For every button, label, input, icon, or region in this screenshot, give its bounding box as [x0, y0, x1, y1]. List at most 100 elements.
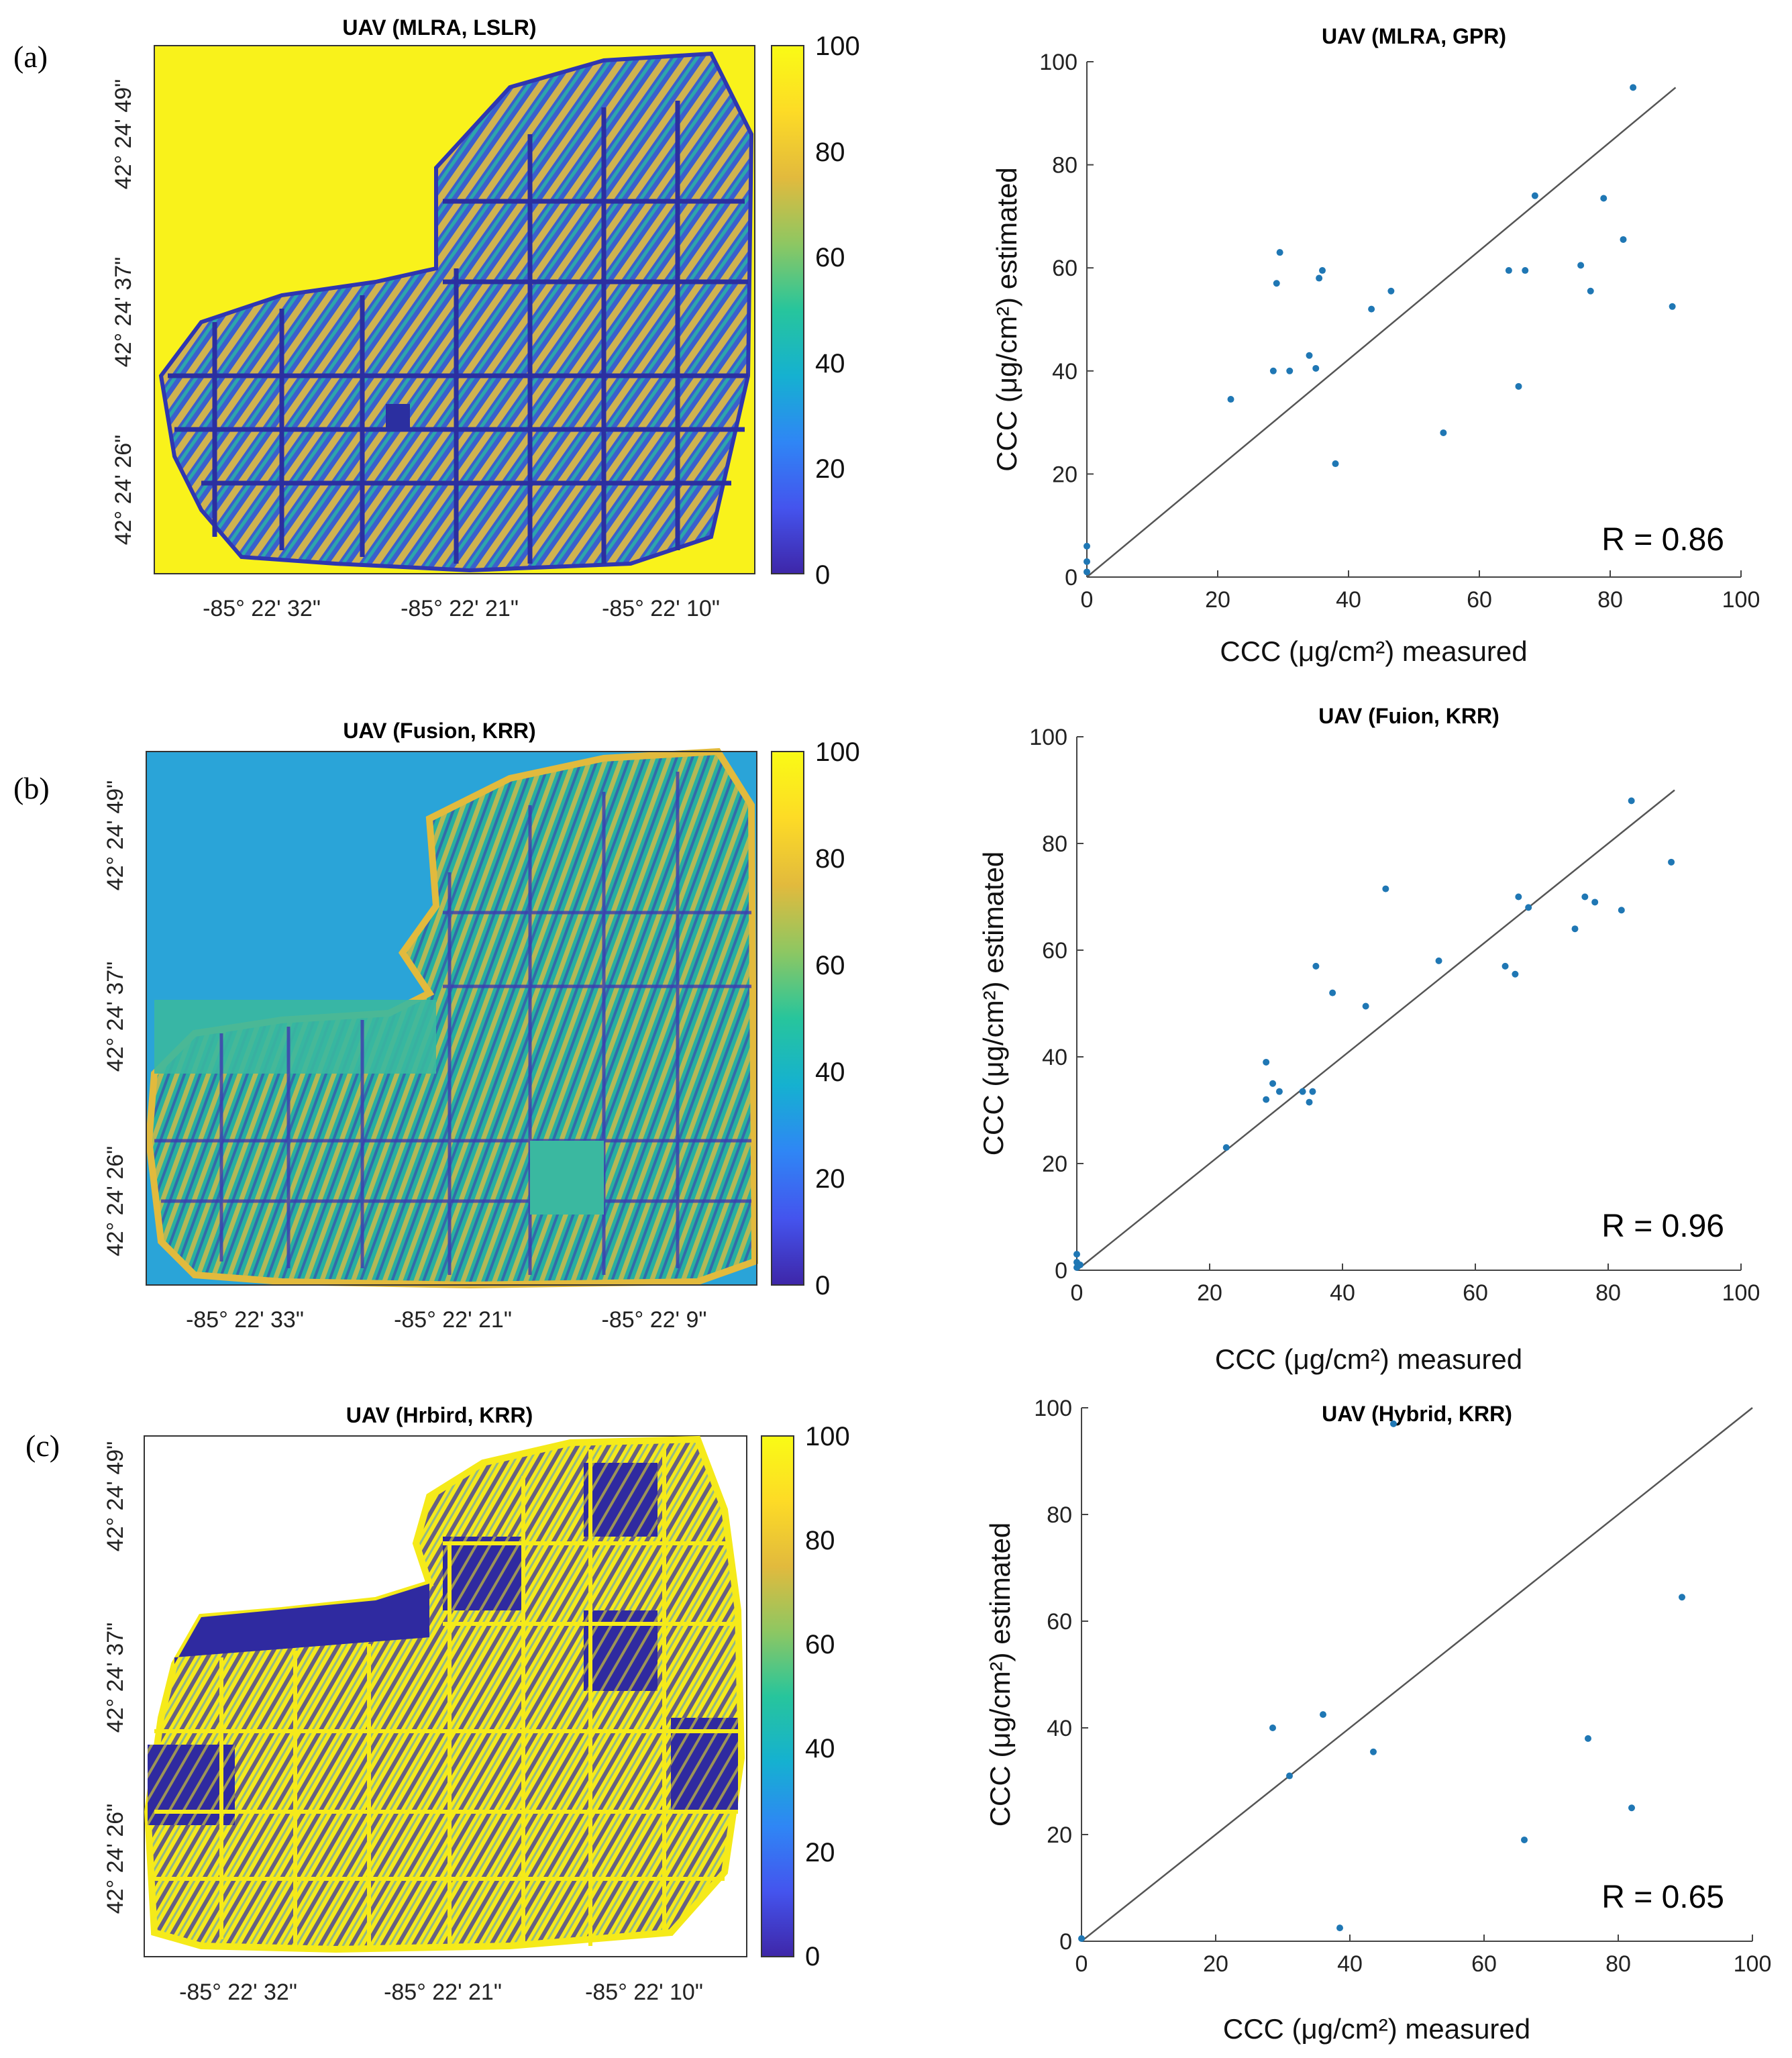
- map-title: UAV (MLRA, LSLR): [342, 15, 536, 40]
- lon-tick: -85° 22' 21": [384, 1979, 502, 2005]
- x-tick-label: 60: [1467, 587, 1492, 613]
- data-point: [1336, 1924, 1343, 1932]
- map-frame: [146, 751, 757, 1286]
- lat-tick: 42° 24' 37": [103, 962, 128, 1072]
- x-tick-label: 100: [1734, 1951, 1772, 1977]
- lon-tick: -85° 22' 10": [602, 596, 720, 621]
- x-tick-label: 80: [1605, 1951, 1631, 1977]
- y-axis-label: CCC (μg/cm²) estimated: [991, 167, 1022, 472]
- panel-label-b: (b): [13, 771, 50, 805]
- data-point: [1581, 893, 1589, 901]
- x-tick-label: 40: [1330, 1280, 1355, 1306]
- lat-tick: 42° 24' 49": [103, 780, 128, 891]
- y-tick-label: 60: [1047, 1609, 1072, 1635]
- y-tick-label: 20: [1052, 462, 1077, 487]
- data-point: [1312, 962, 1320, 970]
- colorbar-tick: 80: [815, 138, 845, 167]
- data-point: [1440, 429, 1447, 436]
- map-panel-c: (c) UAV (Hrbird, KRR) 42° 24' 49" 42° 24…: [25, 1403, 850, 2005]
- data-point: [1521, 1836, 1528, 1843]
- data-point: [1073, 1251, 1080, 1258]
- colorbar-tick: 60: [815, 951, 845, 980]
- chart-title: UAV (Hybrid, KRR): [1322, 1402, 1512, 1426]
- data-point: [1084, 568, 1090, 576]
- scatter-chart-a: UAV (MLRA, GPR) 0 20 40 60 80 100 0 20 40 60 80 100 C…: [991, 24, 1760, 667]
- x-tick-label: 20: [1197, 1280, 1222, 1306]
- y-tick-label: 20: [1047, 1822, 1072, 1848]
- data-point: [1269, 1725, 1276, 1731]
- lon-tick: -85° 22' 32": [203, 596, 321, 621]
- y-tick-label: 80: [1042, 831, 1067, 857]
- data-point: [1362, 1002, 1369, 1010]
- y-tick-label: 20: [1042, 1151, 1067, 1177]
- x-tick-label: 0: [1075, 1951, 1088, 1977]
- x-tick-label: 60: [1463, 1280, 1488, 1306]
- data-point: [1370, 1748, 1377, 1755]
- x-tick-label: 40: [1337, 1951, 1363, 1977]
- colorbar-tick: 0: [815, 1271, 830, 1300]
- data-point: [1286, 1772, 1293, 1780]
- data-point: [1275, 1088, 1283, 1095]
- data-point: [1525, 904, 1532, 911]
- plot-grid: [168, 101, 748, 564]
- colorbar-tick: 80: [805, 1526, 835, 1555]
- lat-ticks: 42° 24' 49" 42° 24' 37" 42° 24' 26": [111, 79, 136, 546]
- panel-label-a: (a): [13, 40, 48, 74]
- x-tick-label: 20: [1203, 1951, 1228, 1977]
- scatter-chart-b: UAV (Fuion, KRR) 0 20 40 60 80 100 0 20 40 60 80 100…: [978, 704, 1760, 1375]
- colorbar-tick: 80: [815, 844, 845, 874]
- y-tick-label: 80: [1052, 153, 1077, 178]
- x-tick-label: 80: [1595, 1280, 1621, 1306]
- y-tick-label: 80: [1047, 1502, 1072, 1528]
- data-point: [1263, 1058, 1270, 1066]
- lat-tick: 42° 24' 49": [111, 79, 136, 190]
- x-axis-label: CCC (μg/cm²) measured: [1220, 635, 1527, 667]
- lat-tick: 42° 24' 26": [111, 435, 136, 546]
- data-point: [1591, 898, 1599, 906]
- lon-tick: -85° 22' 33": [186, 1307, 304, 1333]
- lon-tick: -85° 22' 21": [394, 1307, 512, 1333]
- x-tick-label: 100: [1722, 587, 1760, 613]
- data-point: [1435, 957, 1442, 964]
- colorbar-tick: 0: [815, 560, 830, 590]
- x-tick-label: 20: [1205, 587, 1230, 613]
- reference-line: [1086, 87, 1677, 578]
- data-point: [1515, 893, 1522, 901]
- data-point: [1587, 287, 1594, 295]
- data-point: [1669, 303, 1676, 310]
- data-point: [1263, 1096, 1270, 1103]
- data-point: [1306, 1098, 1313, 1106]
- panel-label-c: (c): [25, 1429, 60, 1463]
- plot-grid: [154, 772, 751, 1275]
- lon-tick: -85° 22' 10": [585, 1979, 703, 2005]
- colorbar-tick: 40: [805, 1734, 835, 1763]
- data-point: [1316, 274, 1323, 282]
- data-point: [1531, 192, 1538, 199]
- y-axis-label: CCC (μg/cm²) estimated: [978, 852, 1009, 1156]
- data-point: [1668, 858, 1675, 866]
- colorbar: [771, 751, 804, 1286]
- y-tick-label: 0: [1059, 1929, 1072, 1955]
- colorbar-tick: 40: [815, 349, 845, 378]
- data-point: [1306, 352, 1313, 359]
- map-title: UAV (Hrbird, KRR): [346, 1403, 533, 1427]
- data-point: [1501, 962, 1509, 970]
- x-tick-label: 60: [1471, 1951, 1497, 1977]
- reference-line: [1076, 789, 1675, 1271]
- lat-tick: 42° 24' 26": [103, 1146, 128, 1257]
- colorbar-tick: 40: [815, 1058, 845, 1087]
- map-panel-a: (a) UAV (MLRA, LSLR) 42° 24' 49" 42° 24'…: [13, 15, 860, 621]
- lon-tick: -85° 22' 21": [401, 596, 519, 621]
- data-point: [1078, 1935, 1085, 1943]
- lon-tick: -85° 22' 9": [602, 1307, 707, 1333]
- map-panel-b: (b) UAV (Fusion, KRR) 42° 24' 49" 42° 24…: [13, 719, 860, 1333]
- lat-tick: 42° 24' 49": [103, 1441, 128, 1552]
- data-point: [1515, 382, 1522, 390]
- colorbar-tick: 0: [805, 1942, 820, 1971]
- map-dark-patch: [443, 1537, 523, 1610]
- colorbar-tick: 60: [805, 1630, 835, 1659]
- y-axis-label: CCC (μg/cm²) estimated: [984, 1523, 1016, 1827]
- plot-grid: [154, 1449, 738, 1946]
- x-tick-label: 0: [1071, 1280, 1084, 1306]
- data-point: [1600, 195, 1607, 202]
